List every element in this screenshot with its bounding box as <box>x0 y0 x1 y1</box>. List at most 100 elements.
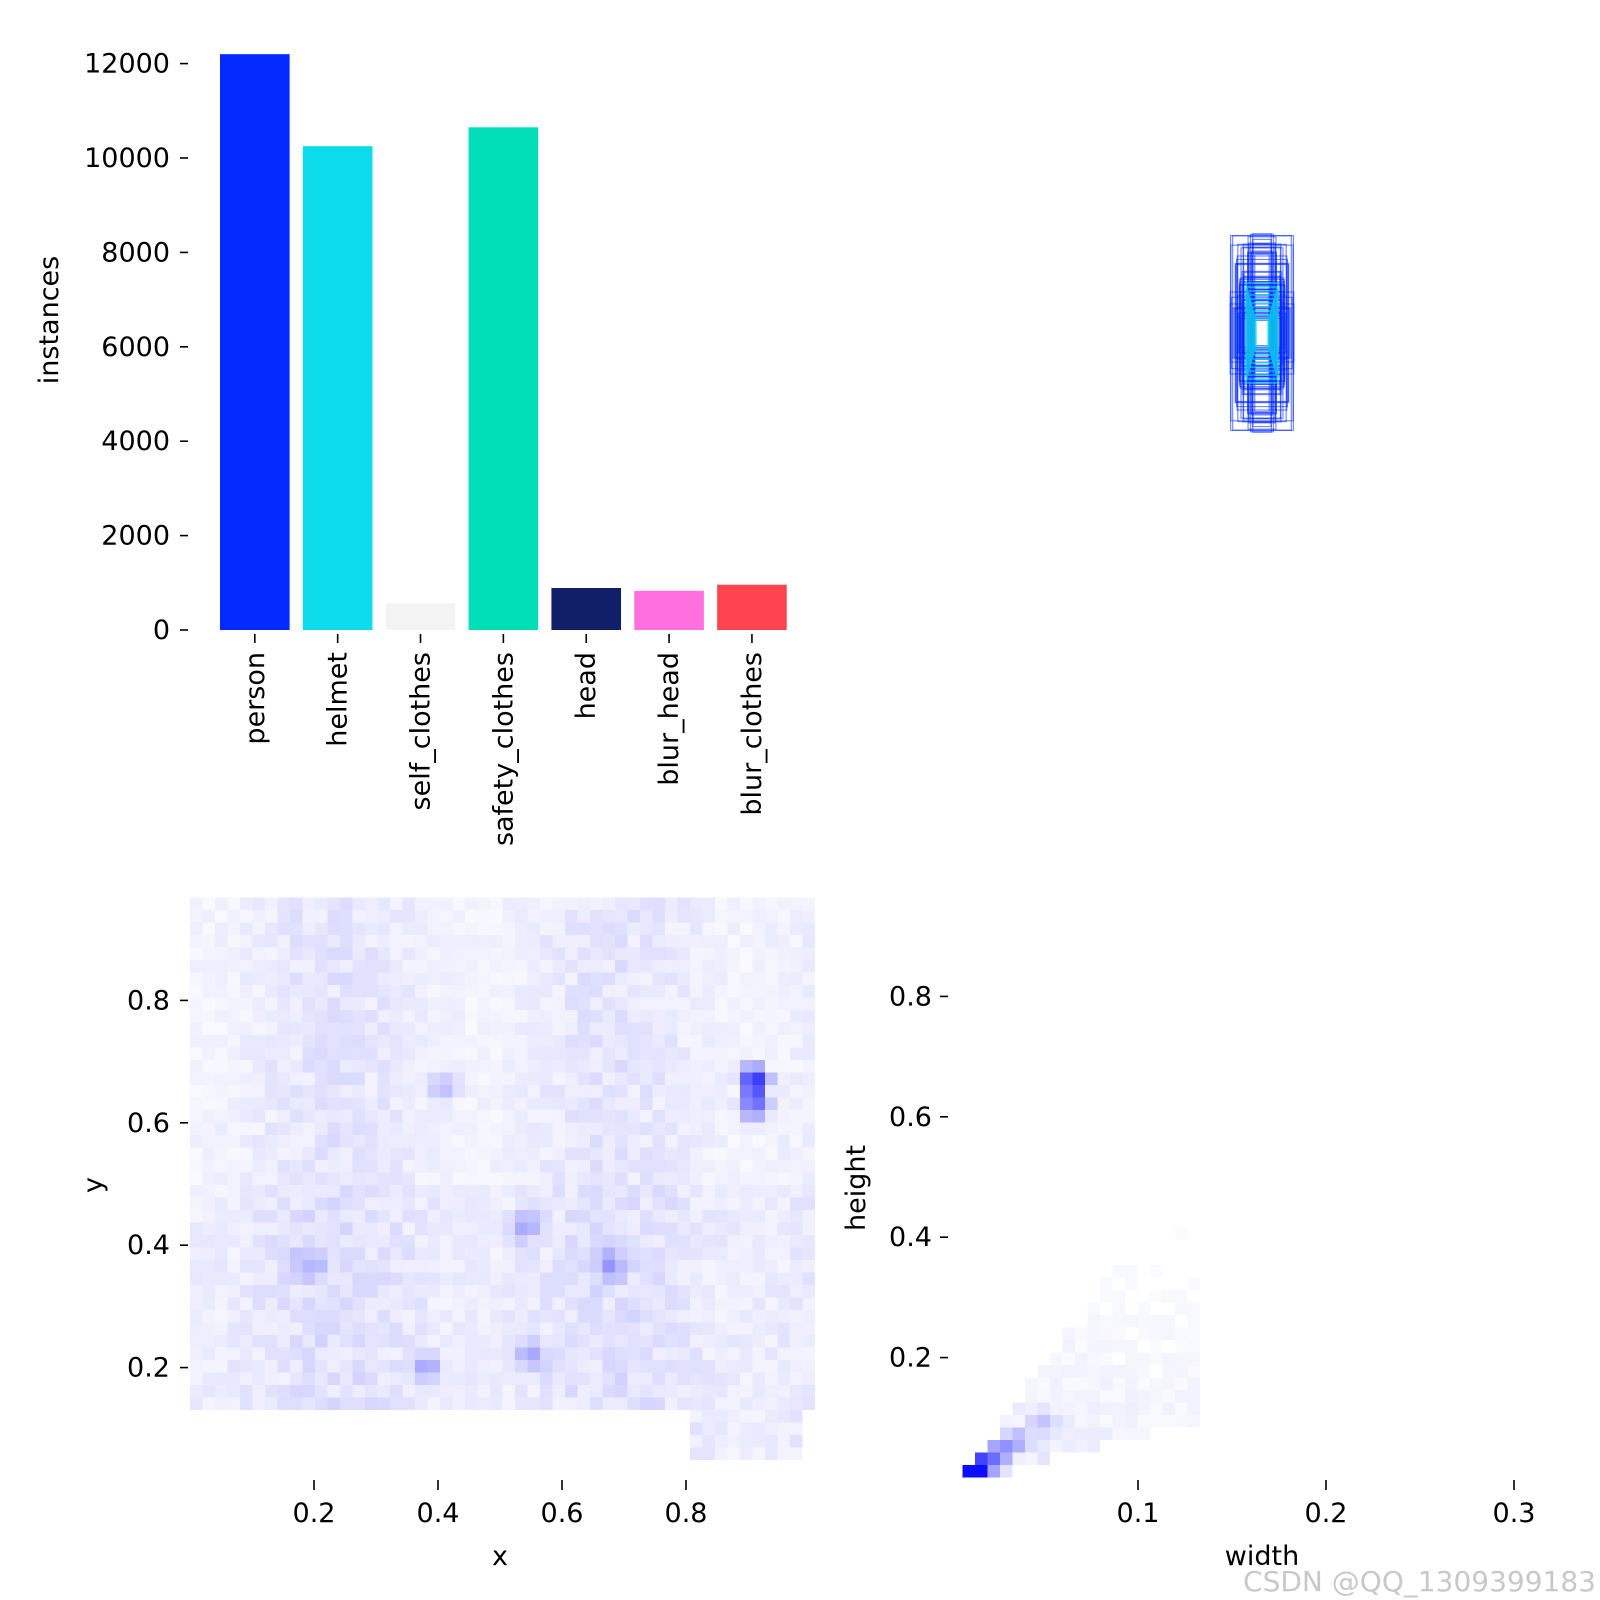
heat-cell <box>452 1397 465 1410</box>
heat-cell <box>752 1122 765 1135</box>
heat-cell <box>440 910 453 923</box>
heat-cell <box>1175 1290 1188 1303</box>
heat-cell <box>440 1147 453 1160</box>
heat-cell <box>1100 1278 1113 1291</box>
heat-cell <box>615 1385 628 1398</box>
heat-cell <box>565 1185 578 1198</box>
heat-cell <box>315 972 328 985</box>
heat-cell <box>615 1285 628 1298</box>
heat-cell <box>265 1285 278 1298</box>
heat-cell <box>702 1235 715 1248</box>
heat-cell <box>790 1372 803 1385</box>
heat-cell <box>202 1185 215 1198</box>
heat-cell <box>240 1272 253 1285</box>
heat-cell <box>402 897 415 910</box>
heat-cell <box>440 1385 453 1398</box>
heat-cell <box>490 1022 503 1035</box>
heat-cell <box>527 1097 540 1110</box>
heat-cell <box>1175 1415 1188 1428</box>
heat-cell <box>302 1260 315 1273</box>
heat-cell <box>277 1035 290 1048</box>
heat-cell <box>702 1197 715 1210</box>
heat-cell <box>215 1072 228 1085</box>
heat-cell <box>377 1085 390 1098</box>
y-tick-label: 0.4 <box>127 1230 170 1261</box>
heat-cell <box>452 1322 465 1335</box>
heat-cell <box>665 1110 678 1123</box>
heat-cell <box>415 922 428 935</box>
heat-cell <box>277 985 290 998</box>
heat-cell <box>402 1047 415 1060</box>
heat-cell <box>452 1310 465 1323</box>
heat-cell <box>1113 1340 1126 1353</box>
heat-cell <box>627 1210 640 1223</box>
heat-cell <box>665 1285 678 1298</box>
heat-cell <box>727 1160 740 1173</box>
heat-cell <box>390 1322 403 1335</box>
heat-cell <box>790 1110 803 1123</box>
heat-cell <box>1062 1440 1075 1453</box>
heat-cell <box>777 960 790 973</box>
heat-cell <box>715 910 728 923</box>
heat-cell <box>627 1060 640 1073</box>
heat-cell <box>777 947 790 960</box>
heat-cell <box>440 947 453 960</box>
heat-cell <box>602 922 615 935</box>
heat-cell <box>690 1122 703 1135</box>
heat-cell <box>1075 1440 1088 1453</box>
heat-cell <box>565 1247 578 1260</box>
heat-cell <box>552 922 565 935</box>
heat-cell <box>552 1147 565 1160</box>
heat-cell <box>740 1197 753 1210</box>
heat-cell <box>490 1297 503 1310</box>
heat-cell <box>1125 1402 1138 1415</box>
heat-cell <box>502 947 515 960</box>
heat-cell <box>615 1360 628 1373</box>
heat-cell <box>752 1222 765 1235</box>
heat-cell <box>765 1347 778 1360</box>
heat-cell <box>440 1335 453 1348</box>
heat-cell <box>477 1097 490 1110</box>
heat-cell <box>302 1235 315 1248</box>
heat-cell <box>615 1297 628 1310</box>
heat-cell <box>452 1085 465 1098</box>
heat-cell <box>577 985 590 998</box>
heat-cell <box>627 1147 640 1160</box>
heat-cell <box>652 1372 665 1385</box>
heat-cell <box>777 1072 790 1085</box>
heat-cell <box>627 897 640 910</box>
heat-cell <box>1000 1415 1013 1428</box>
heat-cell <box>740 1010 753 1023</box>
y-axis-label: y <box>78 1177 109 1193</box>
heat-cell <box>390 897 403 910</box>
heat-cell <box>302 1097 315 1110</box>
heat-cell <box>340 1347 353 1360</box>
heat-cell <box>377 1072 390 1085</box>
heat-cell <box>552 1235 565 1248</box>
heat-cell <box>540 922 553 935</box>
heat-cell <box>602 910 615 923</box>
heat-cell <box>315 1272 328 1285</box>
heat-cell <box>315 1122 328 1135</box>
heat-cell <box>228 985 241 998</box>
heat-cell <box>640 1210 653 1223</box>
heat-cell <box>577 1310 590 1323</box>
heat-cell <box>1087 1440 1100 1453</box>
heat-cell <box>752 1272 765 1285</box>
heat-cell <box>740 910 753 923</box>
heat-cell <box>202 1147 215 1160</box>
heat-cell <box>377 1185 390 1198</box>
heat-cell <box>552 960 565 973</box>
heat-cell <box>627 1272 640 1285</box>
heat-cell <box>377 1385 390 1398</box>
heat-cell <box>415 1173 428 1186</box>
heat-cell <box>615 1322 628 1335</box>
heat-cell <box>502 935 515 948</box>
heat-cell <box>640 1047 653 1060</box>
heat-cell <box>340 1335 353 1348</box>
heat-cell <box>502 1372 515 1385</box>
heat-cell <box>665 1072 678 1085</box>
heat-cell <box>515 922 528 935</box>
heat-cell <box>290 1110 303 1123</box>
heat-cell <box>740 1285 753 1298</box>
